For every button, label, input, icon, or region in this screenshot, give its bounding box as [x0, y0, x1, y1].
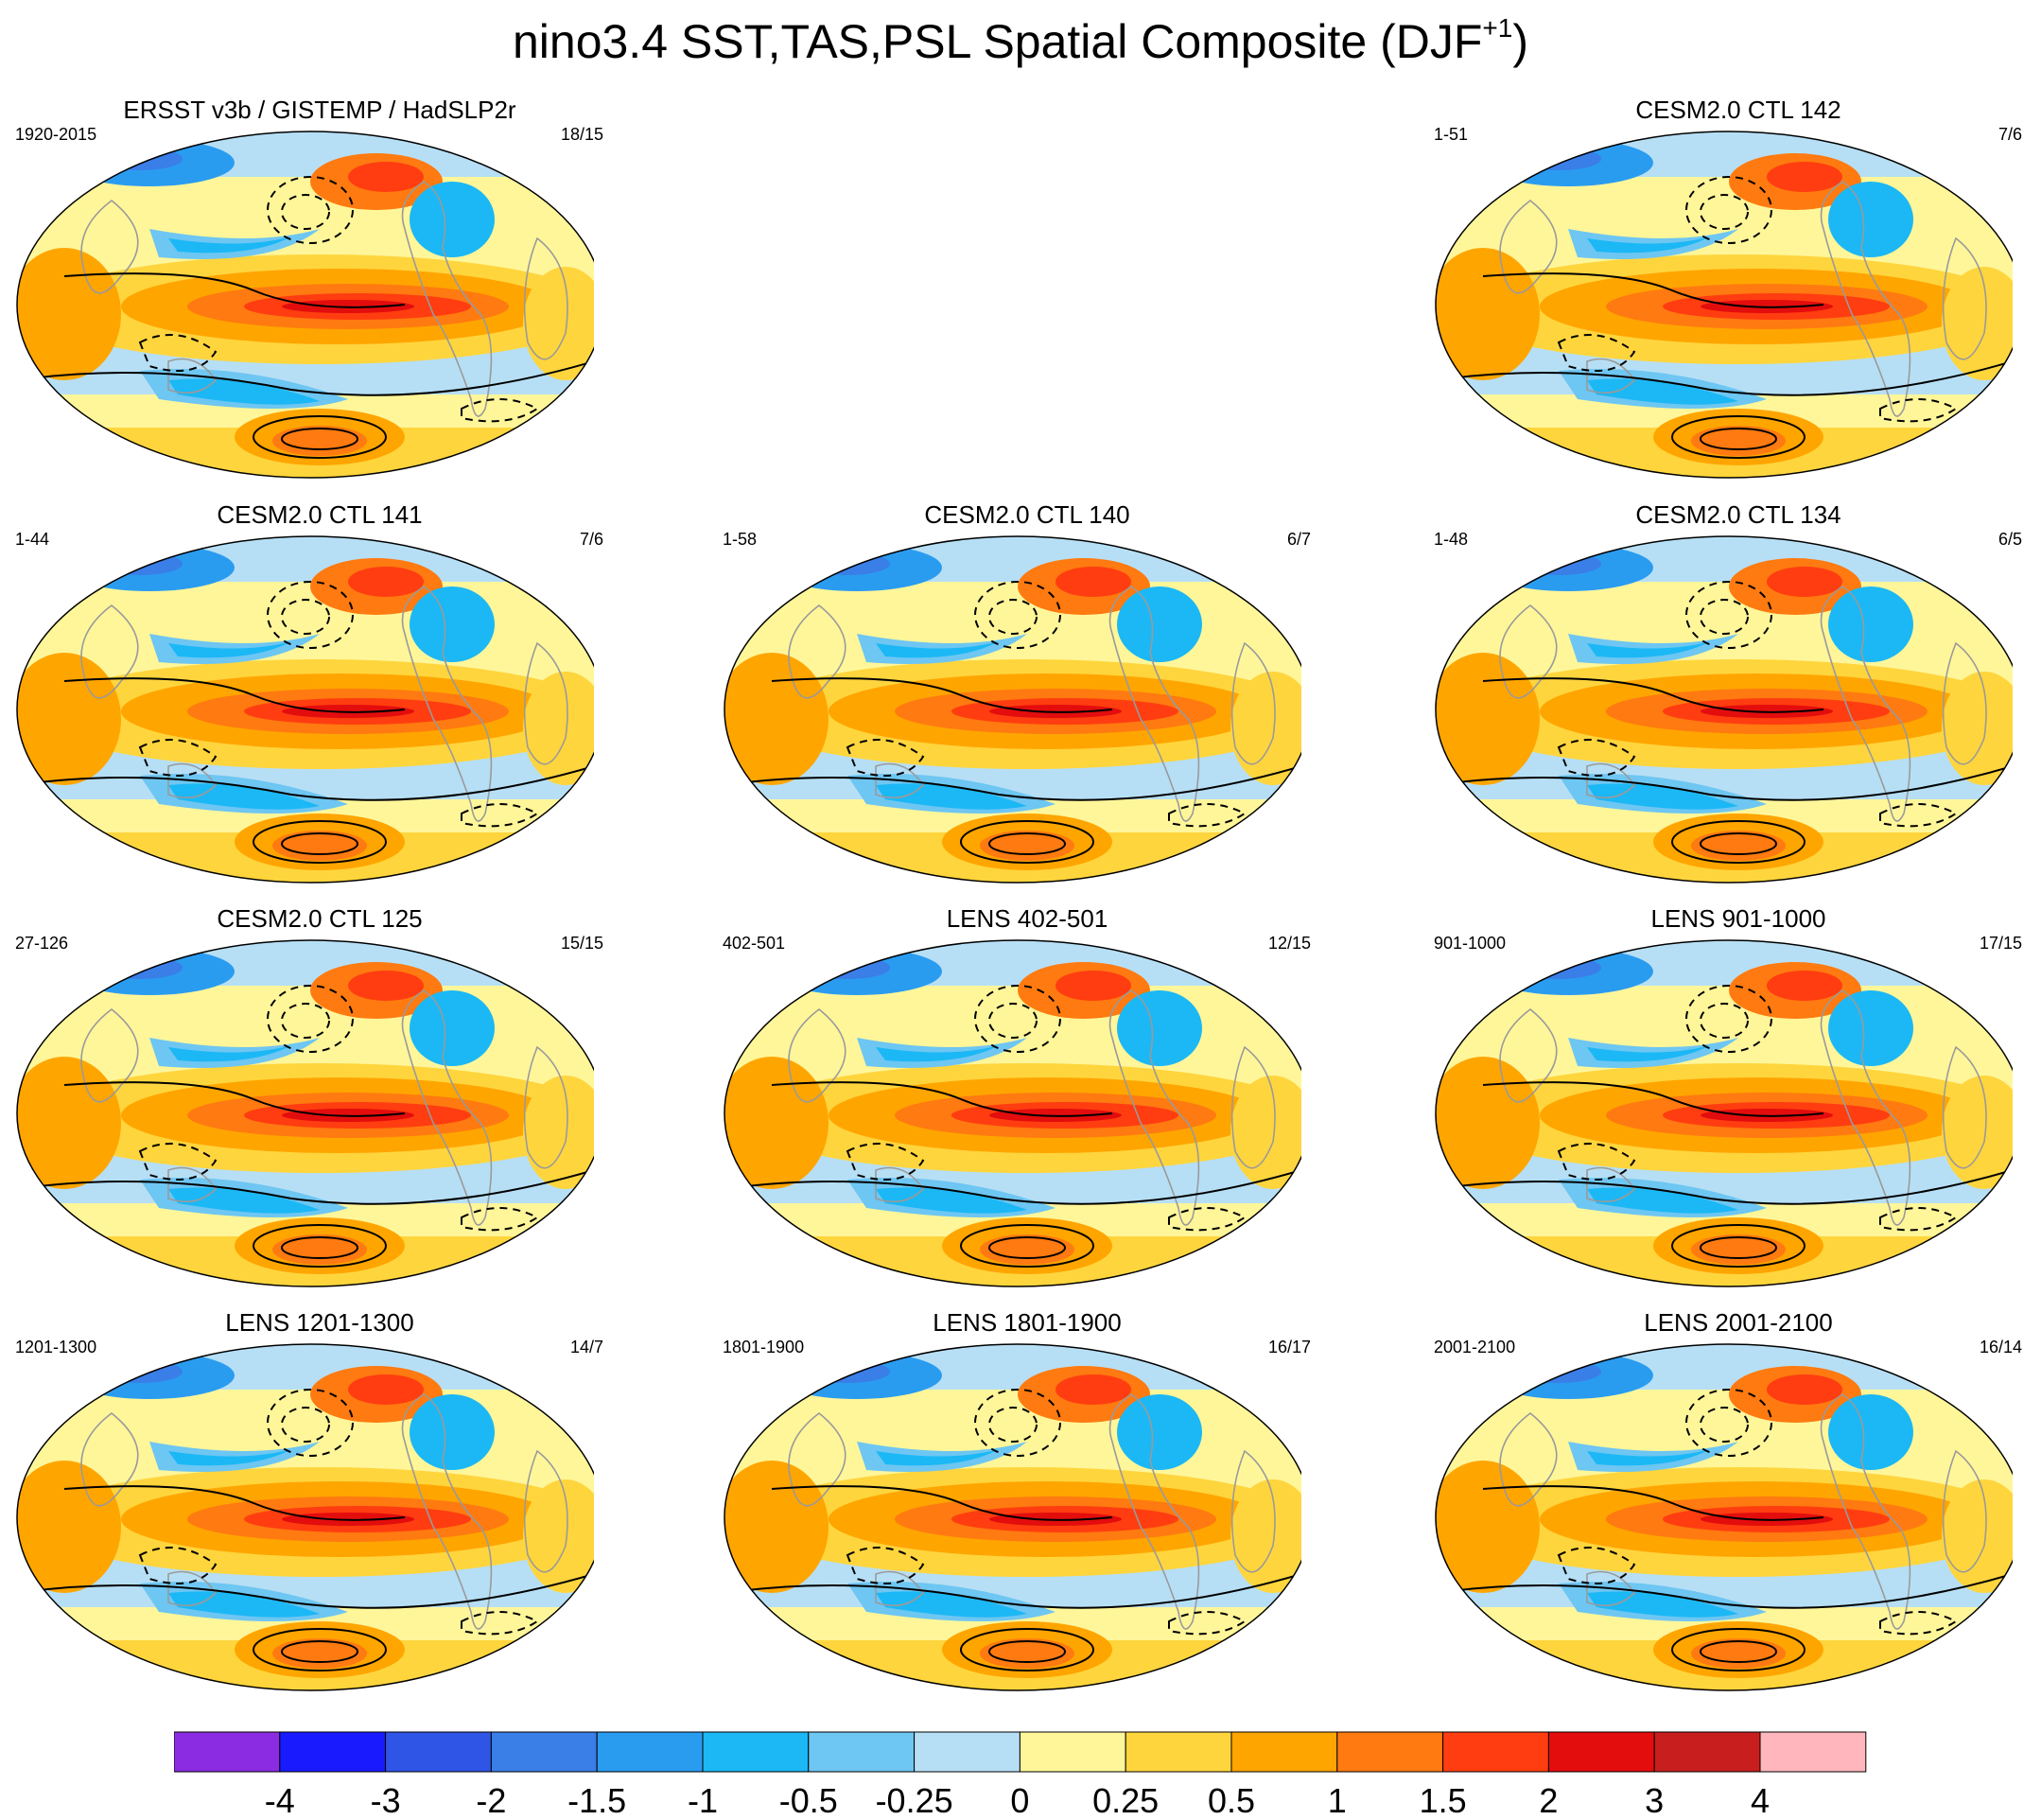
composite-map — [16, 535, 594, 884]
map-panel-c140: CESM2.0 CTL 140 1-58 6/7 — [715, 499, 1339, 897]
panel-title: CESM2.0 CTL 142 — [1635, 96, 1841, 124]
colorbar-tick-label: -1.5 — [567, 1781, 627, 1820]
colorbar-swatch — [279, 1731, 387, 1773]
composite-map — [16, 1343, 594, 1691]
composite-map — [1435, 939, 2013, 1287]
colorbar-swatch — [914, 1731, 1020, 1773]
composite-map — [16, 939, 594, 1287]
panel-event-count: 7/6 — [579, 530, 603, 549]
colorbar — [174, 1731, 1867, 1773]
colorbar-tick-label: -3 — [370, 1781, 401, 1820]
panel-title: CESM2.0 CTL 141 — [217, 500, 423, 529]
figure-title-superscript: +1 — [1482, 13, 1513, 43]
composite-map — [724, 939, 1301, 1287]
panel-year-range: 1201-1300 — [15, 1338, 97, 1356]
composite-map — [1435, 535, 2013, 884]
panel-event-count: 7/6 — [1997, 125, 2022, 144]
map-panel-c134: CESM2.0 CTL 134 1-48 6/5 — [1426, 499, 2041, 897]
colorbar-tick-label: -1 — [687, 1781, 718, 1820]
colorbar-tick-label: 1 — [1327, 1781, 1347, 1820]
colorbar-tick-label: 4 — [1750, 1781, 1771, 1820]
colorbar-tick-label: 3 — [1645, 1781, 1665, 1820]
colorbar-tick-label: 1.5 — [1419, 1781, 1467, 1820]
panel-event-count: 17/15 — [1979, 934, 2022, 953]
map-panel-l901: LENS 901-1000 901-1000 17/15 — [1426, 903, 2041, 1301]
panel-title: CESM2.0 CTL 140 — [924, 500, 1130, 529]
panel-title: LENS 1801-1900 — [933, 1308, 1122, 1337]
colorbar-swatch — [1653, 1731, 1761, 1773]
panel-year-range: 1-48 — [1434, 530, 1469, 549]
colorbar-swatch — [385, 1731, 492, 1773]
colorbar-swatch — [596, 1731, 704, 1773]
figure-title-text: nino3.4 SST,TAS,PSL Spatial Composite (D… — [512, 15, 1483, 68]
panel-event-count: 18/15 — [560, 125, 603, 144]
map-panel-l2001: LENS 2001-2100 2001-2100 16/14 — [1426, 1307, 2041, 1705]
panel-event-count: 15/15 — [560, 934, 603, 953]
panel-year-range: 901-1000 — [1434, 934, 1507, 953]
panel-year-range: 1-58 — [723, 530, 758, 549]
figure-title: nino3.4 SST,TAS,PSL Spatial Composite (D… — [0, 13, 2041, 70]
composite-map — [724, 535, 1301, 884]
map-panel-c141: CESM2.0 CTL 141 1-44 7/6 — [8, 499, 632, 897]
panel-title: LENS 901-1000 — [1650, 904, 1826, 933]
colorbar-tick-label: -2 — [476, 1781, 507, 1820]
colorbar-swatch — [808, 1731, 916, 1773]
panel-title: CESM2.0 CTL 125 — [217, 904, 423, 933]
map-panel-l402: LENS 402-501 402-501 12/15 — [715, 903, 1339, 1301]
panel-year-range: 2001-2100 — [1434, 1338, 1516, 1356]
composite-map — [1435, 1343, 2013, 1691]
panel-event-count: 16/14 — [1979, 1338, 2022, 1356]
colorbar-swatch — [1019, 1731, 1126, 1773]
colorbar-swatch — [1230, 1731, 1338, 1773]
panel-event-count: 16/17 — [1267, 1338, 1311, 1356]
colorbar-tick-label: 2 — [1539, 1781, 1559, 1820]
map-panel-c125: CESM2.0 CTL 125 27-126 15/15 — [8, 903, 632, 1301]
panel-event-count: 12/15 — [1267, 934, 1311, 953]
panel-year-range: 1801-1900 — [723, 1338, 805, 1356]
map-panel-c142: CESM2.0 CTL 142 1-51 7/6 — [1426, 95, 2041, 492]
panel-event-count: 6/5 — [1997, 530, 2022, 549]
panel-year-range: 27-126 — [15, 934, 69, 953]
map-panel-l1201: LENS 1201-1300 1201-1300 14/7 — [8, 1307, 632, 1705]
colorbar-tick-label: -0.5 — [778, 1781, 838, 1820]
colorbar-swatch — [174, 1731, 281, 1773]
panel-event-count: 14/7 — [569, 1338, 603, 1356]
panel-title: CESM2.0 CTL 134 — [1635, 500, 1841, 529]
colorbar-swatch — [490, 1731, 598, 1773]
colorbar-swatch — [1336, 1731, 1444, 1773]
panel-title: LENS 2001-2100 — [1644, 1308, 1833, 1337]
colorbar-swatch — [702, 1731, 810, 1773]
colorbar-swatch — [1442, 1731, 1549, 1773]
colorbar-swatch — [1759, 1731, 1867, 1773]
panel-event-count: 6/7 — [1286, 530, 1311, 549]
panel-year-range: 1-51 — [1434, 125, 1469, 144]
colorbar-tick-label: 0.5 — [1207, 1781, 1256, 1820]
colorbar-tick-label: 0.25 — [1092, 1781, 1160, 1820]
panel-title: LENS 402-501 — [946, 904, 1108, 933]
colorbar-swatch — [1547, 1731, 1655, 1773]
colorbar-tick-label: -4 — [264, 1781, 295, 1820]
colorbar-swatch — [1125, 1731, 1232, 1773]
panel-year-range: 402-501 — [723, 934, 786, 953]
composite-map — [1435, 131, 2013, 479]
map-panel-obs: ERSST v3b / GISTEMP / HadSLP2r 1920-2015 1… — [8, 95, 632, 492]
map-panel-l1801: LENS 1801-1900 1801-1900 16/17 — [715, 1307, 1339, 1705]
figure-title-suffix: ) — [1512, 15, 1529, 68]
colorbar-tick-label: -0.25 — [875, 1781, 953, 1820]
composite-map — [724, 1343, 1301, 1691]
composite-map — [16, 131, 594, 479]
panel-title: ERSST v3b / GISTEMP / HadSLP2r — [123, 96, 516, 124]
panel-year-range: 1-44 — [15, 530, 50, 549]
panel-title: LENS 1201-1300 — [225, 1308, 414, 1337]
colorbar-tick-label: 0 — [1010, 1781, 1030, 1820]
panel-year-range: 1920-2015 — [15, 125, 97, 144]
